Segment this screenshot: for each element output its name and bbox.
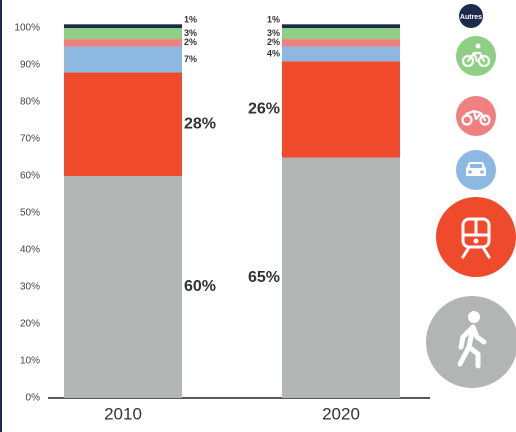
bar-segment (64, 46, 182, 73)
y-tick-label: 30% (20, 282, 40, 293)
legend-item (456, 96, 496, 136)
value-label: 26% (248, 101, 280, 118)
bar-segment (64, 39, 182, 47)
value-label: 60% (184, 278, 216, 295)
y-tick-label: 50% (20, 208, 40, 219)
legend-icon (436, 197, 516, 277)
value-label: 4% (267, 48, 280, 58)
y-tick-label: 80% (20, 97, 40, 108)
y-tick-label: 0% (26, 393, 41, 404)
value-label: 2% (184, 37, 197, 47)
icon-part (468, 311, 480, 323)
bar-segment (282, 24, 400, 28)
x-tick-label: 2020 (322, 404, 360, 423)
icon-part (473, 238, 479, 244)
value-label: 65% (248, 269, 280, 286)
icon-part (466, 51, 486, 63)
legend-icon (459, 4, 483, 28)
y-tick-label: 40% (20, 245, 40, 256)
icon-part (477, 54, 491, 68)
legend-item (436, 197, 516, 277)
icon-part (461, 247, 491, 259)
bar-segment (282, 46, 400, 62)
value-label: 3% (267, 28, 280, 38)
legend-item (456, 36, 496, 76)
icon-part (461, 54, 475, 68)
value-label: 1% (184, 15, 197, 25)
bar-segment (282, 39, 400, 47)
y-tick-label: 20% (20, 319, 40, 330)
value-label: 3% (184, 28, 197, 38)
bar-segment (282, 28, 400, 40)
bar-segment (282, 157, 400, 398)
left-border (0, 0, 2, 432)
bar-segment (64, 24, 182, 28)
icon-part (479, 114, 491, 126)
value-label: 28% (184, 115, 216, 132)
bar-segment (64, 176, 182, 398)
icon-part (464, 109, 487, 122)
icon-part (470, 164, 482, 168)
bar-segment (282, 61, 400, 158)
icon-part (480, 170, 484, 174)
bar-segment (64, 72, 182, 176)
legend-item: Autres (459, 4, 483, 28)
y-tick-label: 90% (20, 60, 40, 71)
legend-item (456, 150, 496, 190)
icon-part (461, 114, 473, 126)
legend-item (426, 296, 516, 388)
value-label: 7% (184, 54, 197, 64)
x-tick-label: 2010 (104, 404, 142, 423)
value-label: 1% (267, 15, 280, 25)
legend-label: Autres (460, 14, 482, 21)
icon-part (475, 43, 481, 49)
value-label: 2% (267, 37, 280, 47)
bar-segment (64, 28, 182, 40)
icon-part (457, 324, 487, 369)
y-tick-label: 10% (20, 356, 40, 367)
icon-part (468, 170, 472, 174)
y-tick-label: 60% (20, 171, 40, 182)
y-tick-label: 70% (20, 134, 40, 145)
y-tick-label: 100% (14, 23, 40, 34)
